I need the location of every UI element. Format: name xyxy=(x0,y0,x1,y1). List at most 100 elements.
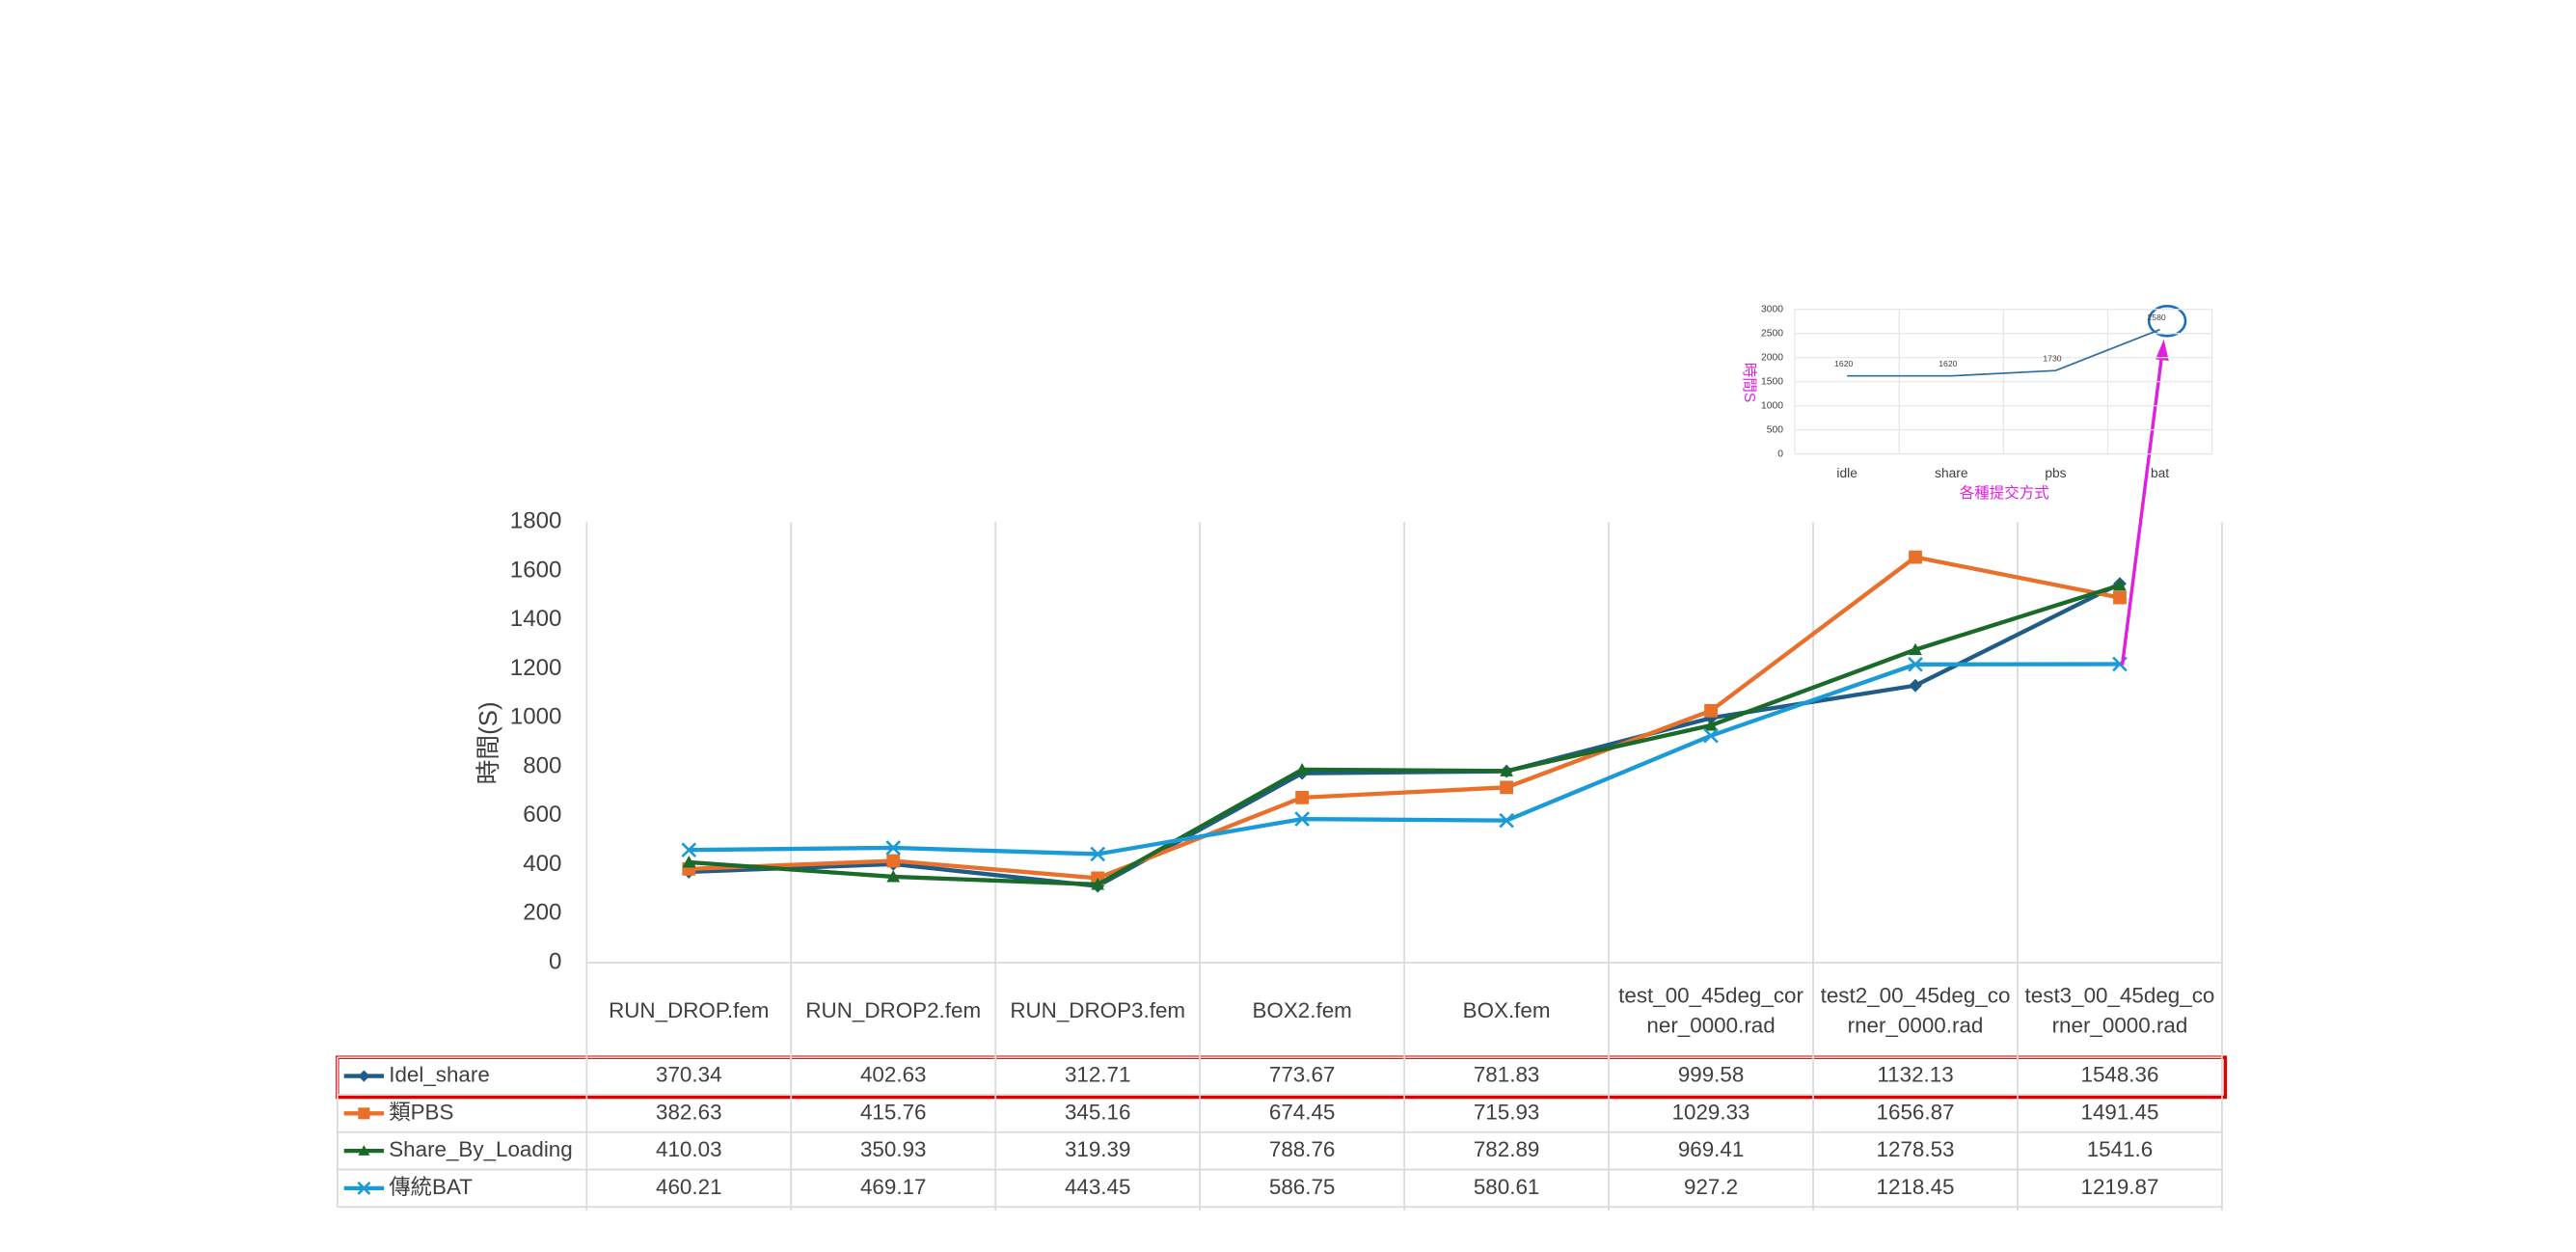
table-value: 345.16 xyxy=(1065,1100,1130,1124)
y-tick-label: 1600 xyxy=(510,557,562,583)
x-tick-label-box: BOX2.fem xyxy=(1252,996,1352,1022)
x-tick-label: BOX2.fem xyxy=(1252,996,1352,1022)
inset-y-tick-label: 2000 xyxy=(1761,352,1783,363)
table-value: 999.58 xyxy=(1678,1062,1744,1086)
marker xyxy=(1703,727,1719,744)
inset-x-axis-label: 各種提交方式 xyxy=(1960,484,2049,502)
marker xyxy=(1909,642,1922,656)
x-tick-label: test2_00_45deg_corner_0000.rad xyxy=(1820,981,2011,1037)
x-tick-label-box: test2_00_45deg_corner_0000.rad xyxy=(1820,981,2011,1037)
y-tick-label: 0 xyxy=(549,948,561,974)
x-tick-label-box: BOX.fem xyxy=(1462,996,1551,1022)
inset-data-label: 1730 xyxy=(2043,353,2061,363)
y-tick-label: 1200 xyxy=(510,655,562,681)
marker xyxy=(1294,811,1310,827)
marker xyxy=(1295,790,1310,804)
inset-data-label: 1620 xyxy=(1939,359,1957,368)
line xyxy=(689,583,2121,887)
table-value: 443.45 xyxy=(1065,1175,1130,1199)
marker xyxy=(1909,678,1922,693)
x-tick-label-box: test_00_45deg_corner_0000.rad xyxy=(1618,982,1803,1037)
marker xyxy=(886,870,901,883)
marker xyxy=(2113,578,2127,591)
table-value: 370.34 xyxy=(656,1062,721,1086)
table-value: 382.63 xyxy=(656,1100,721,1124)
x-tick-label-box: RUN_DROP.fem xyxy=(609,996,770,1022)
marker xyxy=(357,1181,371,1195)
table-value: 788.76 xyxy=(1269,1137,1335,1161)
table-value: 410.03 xyxy=(656,1137,721,1161)
table-value: 402.63 xyxy=(860,1062,926,1086)
table-value: 927.2 xyxy=(1684,1175,1738,1199)
legend-label: Idel_share xyxy=(389,1062,490,1086)
table-value: 460.21 xyxy=(656,1175,721,1199)
line xyxy=(689,662,2120,857)
inset-data-label: 1620 xyxy=(1834,359,1853,368)
table-value: 1219.87 xyxy=(2081,1175,2159,1199)
marker xyxy=(1704,703,1718,718)
marker xyxy=(1909,550,1922,564)
table-value: 469.17 xyxy=(860,1175,926,1199)
table-value: 1029.33 xyxy=(1672,1100,1750,1124)
table-value: 781.83 xyxy=(1474,1062,1539,1086)
table-value: 1278.53 xyxy=(1877,1137,1955,1161)
marker xyxy=(1091,878,1105,890)
table-value: 715.93 xyxy=(1474,1100,1539,1124)
table-value: 969.41 xyxy=(1678,1137,1744,1161)
inset-y-tick-label: 0 xyxy=(1777,449,1783,459)
marker xyxy=(885,840,902,856)
marker xyxy=(358,1070,370,1082)
legend-label: Share_By_Loading xyxy=(389,1137,572,1161)
table-value: 1541.6 xyxy=(2087,1137,2153,1161)
table-value: 773.67 xyxy=(1269,1062,1335,1086)
table-value: 586.75 xyxy=(1269,1175,1335,1199)
x-tick-label: RUN_DROP2.fem xyxy=(805,996,982,1022)
marker xyxy=(1908,657,1923,672)
marker xyxy=(1090,846,1105,862)
inset-y-tick-label: 1000 xyxy=(1761,400,1783,411)
inset-data-label: 2580 xyxy=(2148,313,2166,322)
table-value: 415.76 xyxy=(860,1100,926,1124)
arrow-head xyxy=(2156,339,2169,362)
inset-y-axis-label: 時間S xyxy=(1741,363,1758,402)
table-value: 674.45 xyxy=(1269,1100,1335,1124)
inset-y-tick-label: 500 xyxy=(1767,424,1783,435)
table-value: 350.93 xyxy=(860,1137,926,1161)
marker xyxy=(682,856,696,868)
table-value: 312.71 xyxy=(1065,1062,1130,1086)
y-tick-label: 1000 xyxy=(510,704,562,730)
marker xyxy=(681,842,697,858)
table-value: 1548.36 xyxy=(2081,1062,2159,1086)
y-tick-label: 800 xyxy=(523,752,561,778)
table-value: 319.39 xyxy=(1065,1137,1130,1161)
y-tick-label: 1400 xyxy=(510,606,562,632)
y-tick-label: 200 xyxy=(523,900,561,926)
annotation-arrow xyxy=(2120,352,2164,666)
marker xyxy=(1704,719,1718,731)
inset-y-tick-label: 2500 xyxy=(1761,328,1783,339)
line xyxy=(689,555,2121,881)
table-value: 1218.45 xyxy=(1877,1175,1955,1199)
marker xyxy=(886,854,901,868)
inset-x-tick-label: bat xyxy=(2151,466,2169,480)
x-tick-label: RUN_DROP.fem xyxy=(609,996,770,1022)
table-value: 1491.45 xyxy=(2081,1100,2159,1124)
y-tick-label: 1800 xyxy=(510,508,562,534)
table-value: 1132.13 xyxy=(1877,1062,1953,1086)
inset-y-tick-label: 3000 xyxy=(1761,304,1783,314)
inset-x-tick-label: idle xyxy=(1836,466,1857,480)
x-tick-label: BOX.fem xyxy=(1462,996,1551,1022)
x-tick-label-box: RUN_DROP3.fem xyxy=(1010,996,1186,1022)
marker xyxy=(2113,590,2127,605)
marker xyxy=(1500,764,1513,776)
marker xyxy=(358,1145,370,1156)
table-value: 1656.87 xyxy=(1877,1100,1955,1124)
table-value: 782.89 xyxy=(1474,1137,1539,1161)
marker xyxy=(1500,780,1513,795)
x-tick-label: RUN_DROP3.fem xyxy=(1010,996,1186,1022)
marker xyxy=(1499,812,1514,829)
y-axis-label: 時間(S) xyxy=(475,701,502,784)
inset-y-tick-label: 1500 xyxy=(1761,376,1783,387)
marker xyxy=(358,1107,370,1120)
